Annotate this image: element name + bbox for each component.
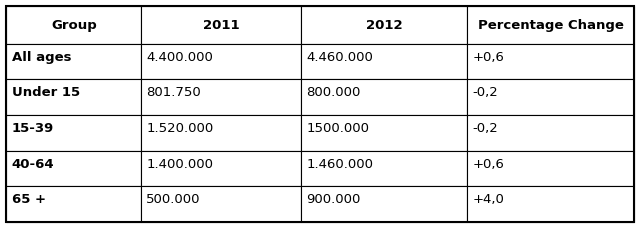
Text: -0,2: -0,2	[472, 122, 499, 134]
Text: 2011: 2011	[203, 19, 239, 32]
Text: Percentage Change: Percentage Change	[477, 19, 623, 32]
Bar	[301, 187, 467, 222]
Text: +4,0: +4,0	[472, 193, 504, 205]
Bar	[6, 44, 141, 80]
Bar	[141, 7, 301, 44]
Bar	[467, 80, 634, 116]
Text: 500.000: 500.000	[147, 193, 201, 205]
Text: All ages: All ages	[12, 51, 71, 63]
Bar	[467, 187, 634, 222]
Bar	[301, 151, 467, 187]
Text: 801.750: 801.750	[147, 86, 201, 99]
Bar	[6, 187, 141, 222]
Text: +0,6: +0,6	[472, 157, 504, 170]
Text: 900.000: 900.000	[307, 193, 361, 205]
Bar	[6, 151, 141, 187]
Bar	[301, 80, 467, 116]
Bar	[141, 116, 301, 151]
Bar	[141, 80, 301, 116]
Bar	[6, 80, 141, 116]
Bar	[6, 116, 141, 151]
Text: 65 +: 65 +	[12, 193, 45, 205]
Bar	[301, 116, 467, 151]
Text: 1.400.000: 1.400.000	[147, 157, 213, 170]
Text: 4.400.000: 4.400.000	[147, 51, 213, 63]
Text: Group: Group	[51, 19, 97, 32]
Text: 800.000: 800.000	[307, 86, 361, 99]
Text: 4.460.000: 4.460.000	[307, 51, 373, 63]
Text: +0,6: +0,6	[472, 51, 504, 63]
Text: 15-39: 15-39	[12, 122, 54, 134]
Bar	[141, 44, 301, 80]
Bar	[301, 7, 467, 44]
Text: 2012: 2012	[366, 19, 403, 32]
Bar	[141, 151, 301, 187]
Bar	[467, 44, 634, 80]
Text: 1.520.000: 1.520.000	[147, 122, 214, 134]
Text: -0,2: -0,2	[472, 86, 499, 99]
Bar	[467, 7, 634, 44]
Text: Under 15: Under 15	[12, 86, 79, 99]
Text: 1.460.000: 1.460.000	[307, 157, 373, 170]
Bar	[6, 7, 141, 44]
Text: 1500.000: 1500.000	[307, 122, 369, 134]
Text: 40-64: 40-64	[12, 157, 54, 170]
Bar	[467, 116, 634, 151]
Bar	[141, 187, 301, 222]
Bar	[301, 44, 467, 80]
Bar	[467, 151, 634, 187]
